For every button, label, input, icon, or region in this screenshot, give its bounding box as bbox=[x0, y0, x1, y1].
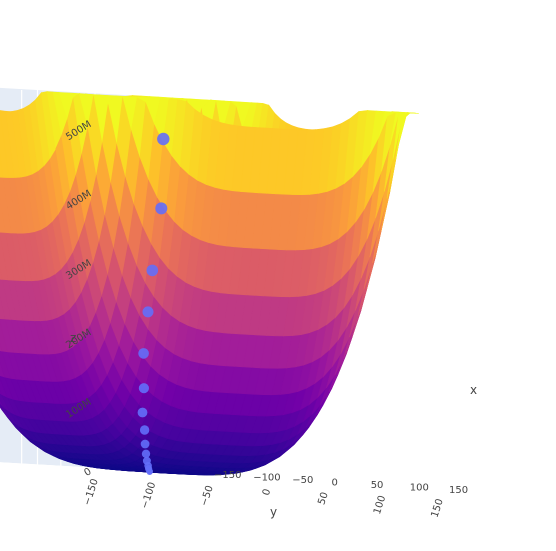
y-tick-label: 150 bbox=[429, 498, 445, 520]
x-tick-label: −50 bbox=[292, 475, 313, 486]
trajectory-marker bbox=[157, 132, 170, 146]
x-axis-title: x bbox=[470, 383, 477, 397]
surface-patch bbox=[401, 112, 417, 121]
floor-grid-x bbox=[99, 469, 446, 491]
x-tick-label: −100 bbox=[253, 473, 280, 484]
x-tick-label: 100 bbox=[410, 483, 429, 494]
trajectory-marker bbox=[146, 264, 159, 277]
trajectory-marker bbox=[155, 202, 168, 215]
x-tick-label: −150 bbox=[214, 470, 241, 481]
y-tick-label: −50 bbox=[199, 484, 216, 507]
trajectory-marker bbox=[139, 425, 150, 435]
surface-patch bbox=[398, 112, 414, 114]
x-tick-label: 50 bbox=[371, 480, 384, 491]
trajectory-marker bbox=[142, 306, 154, 318]
trajectory-marker bbox=[140, 439, 150, 449]
x-tick-label: 0 bbox=[332, 478, 338, 489]
z-tick-label: 0 bbox=[82, 466, 93, 479]
trajectory-marker bbox=[138, 348, 149, 359]
trajectory-marker bbox=[146, 469, 153, 475]
y-tick-label: 100 bbox=[372, 494, 388, 516]
x-tick-label: 150 bbox=[449, 485, 468, 496]
y-tick-label: −100 bbox=[139, 481, 158, 511]
trajectory-marker bbox=[137, 407, 148, 418]
trajectory-marker bbox=[138, 383, 149, 394]
y-tick-label: 0 bbox=[261, 488, 273, 497]
wall-grid-z-left bbox=[0, 463, 101, 471]
z-axis-title: z bbox=[70, 331, 76, 345]
trajectory-markers bbox=[137, 132, 170, 475]
surface bbox=[0, 91, 419, 476]
y-tick-label: −150 bbox=[82, 478, 101, 508]
y-tick-label: 50 bbox=[316, 491, 330, 507]
y-axis-title: y bbox=[270, 505, 277, 519]
trajectory-marker bbox=[141, 449, 151, 458]
